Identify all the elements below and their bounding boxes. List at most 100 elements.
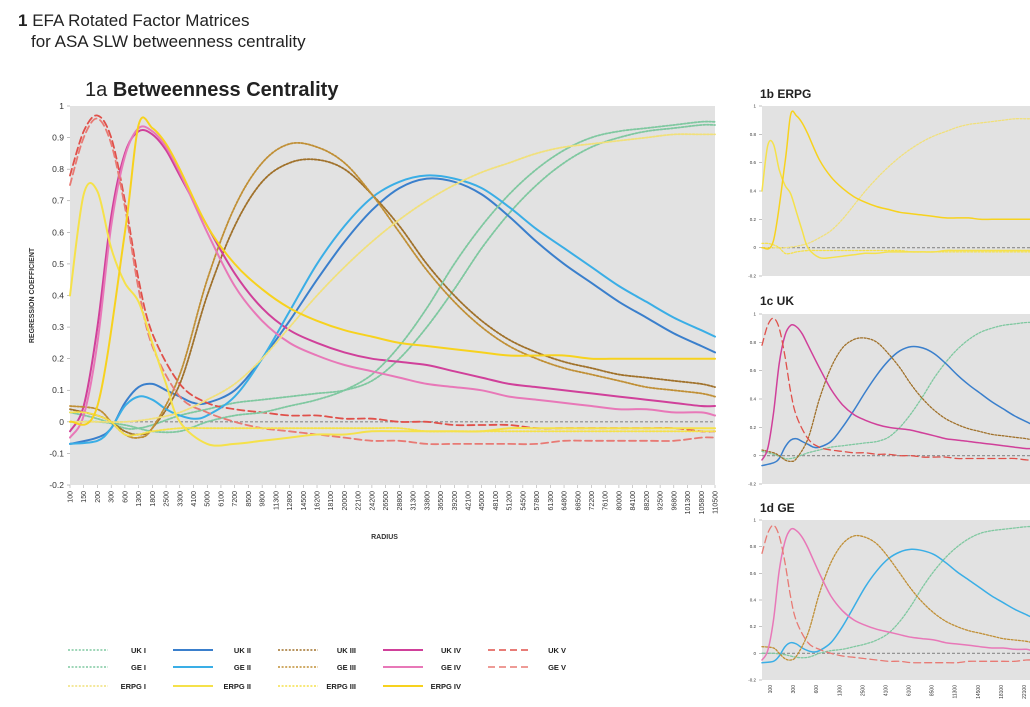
series-erpg-iv-line [69,116,716,426]
y-tick-label: 0.2 [750,624,757,629]
figure-number: 1 [18,11,28,30]
x-tick-label: 200 [95,491,102,503]
x-tick-label: 6100 [218,491,225,507]
series-ge-i-line [761,525,1030,659]
chart-title-prefix: 1a [85,79,113,101]
y-axis-label: REGRESSION COEFFICIENT [29,247,36,343]
x-tick-label: 42100 [465,491,472,511]
x-tick-label: 6100 [907,685,913,696]
x-tick-label: 1300 [136,491,143,507]
legend-label-erpg-iii: ERPG III [326,682,356,691]
x-tick-label: 4100 [191,491,198,507]
x-tick-label: 12800 [287,491,294,511]
y-tick-label: 0.4 [52,290,64,300]
plot-area [762,106,1030,276]
x-tick-label: 31300 [411,491,418,511]
y-tick-label: -0.2 [49,480,64,490]
x-tick-label: 96800 [671,491,678,511]
y-tick-label: 0.8 [52,164,64,174]
series-ge-iv-line [761,527,1030,661]
x-tick-label: 100 [768,685,774,694]
x-tick-label: 92500 [658,491,665,511]
legend-label-uk-iii: UK III [337,646,356,655]
x-tick-label: 51200 [507,491,514,511]
series-uk-ii-line [761,345,1030,467]
y-tick-label: 0.4 [750,397,757,402]
x-tick-label: 68500 [575,491,582,511]
x-tick-label: 5000 [205,491,212,507]
x-tick-label: 20000 [342,491,349,511]
x-tick-label: 14500 [301,491,308,511]
series-erpg-ii-line [761,139,1030,260]
figure-title-line1: EFA Rotated Factor Matrices [32,11,250,30]
series-erpg-iii-line [69,411,716,437]
y-tick-label: 0.8 [750,132,757,137]
x-tick-label: 39200 [452,491,459,511]
x-tick-label: 300 [109,491,116,503]
x-tick-label: 16200 [315,491,322,511]
x-tick-label: 28800 [397,491,404,511]
series-uk-iv-line [761,323,1030,461]
x-tick-label: 101300 [685,491,692,514]
y-tick-label: 0.3 [52,322,64,332]
y-tick-label: 0.6 [52,227,64,237]
chart-1a: 1a Betweenness Centrality -0.2 -0.1 0 0.1 0.2… [29,79,720,541]
y-tick-label: 0.6 [750,368,757,373]
chart-title-text: Betweenness Centrality [113,79,340,101]
x-tick-label: 110500 [713,491,720,514]
x-tick-label: 7200 [232,491,239,507]
legend-label-uk-i: UK I [131,646,146,655]
y-tick-label: 0.5 [52,259,64,269]
y-tick-label: 0.6 [750,571,757,576]
x-tick-label: 84100 [630,491,637,511]
y-tick-label: 0.1 [52,385,64,395]
series-ge-v-line [761,524,1030,664]
x-tick-label: 2500 [164,491,171,507]
x-tick-label: 8500 [246,491,253,507]
series-uk-ii-line [69,177,716,445]
chart-1c: 1c UK -0.2 0 0.2 0.4 0.6 0.8 1 [748,294,1030,487]
y-tick-label: 1 [753,312,756,317]
x-axis-label: RADIUS [371,534,398,541]
y-tick-label: 0.6 [750,160,757,165]
x-tick-label: 57800 [534,491,541,511]
series-ge-ii-line [69,174,716,445]
legend-label-ge-iii: GE III [337,663,356,672]
y-tick-label: 0.9 [52,133,64,143]
legend-label-uk-v: UK V [548,646,566,655]
series-erpg-iii-line [761,242,1030,255]
y-tick-label: 0.2 [750,217,757,222]
chart-title-1b: 1b ERPG [760,87,811,101]
y-tick-label: -0.2 [748,274,756,279]
series-ge-iv-line [69,125,716,439]
legend-label-uk-iv: UK IV [441,646,461,655]
series-ge-v-line [69,117,716,446]
series-erpg-iv-line [761,110,1030,250]
series-erpg-i-line [69,133,716,423]
x-tick-label: 18100 [999,685,1005,699]
y-tick-label: -0.2 [748,482,756,487]
series-erpg-i-line [761,118,1030,249]
x-tick-label: 2500 [860,685,866,696]
y-tick-label: 0.2 [750,425,757,430]
x-tick-label: 36500 [438,491,445,511]
chart-title-1d: 1d GE [760,501,795,515]
figure-title: 1 EFA Rotated Factor Matrices for ASA SL… [18,10,306,52]
y-tick-label: 1 [753,518,756,523]
x-tick-label: 14500 [976,685,982,699]
series-ge-iii-line [69,141,716,439]
x-tick-label: 300 [791,685,797,694]
y-tick-label: 1 [59,101,64,111]
series-ge-ii-line [761,548,1030,664]
chart-1d: 1d GE -0.2 0 0.2 0.4 0.6 0.8 1 100 300 600 1300 2500… [748,501,1030,699]
x-tick-label: 100 [68,491,75,503]
legend-label-ge-v: GE V [548,663,566,672]
x-tick-label: 76100 [603,491,610,511]
legend-label-ge-ii: GE II [234,663,251,672]
x-tick-label: 72200 [589,491,596,511]
x-tick-label: 61300 [548,491,555,511]
chart-title-1c: 1c UK [760,294,794,308]
y-tick-label: 0.2 [52,354,64,364]
y-tick-label: 0.7 [52,196,64,206]
x-tick-label: 24200 [369,491,376,511]
